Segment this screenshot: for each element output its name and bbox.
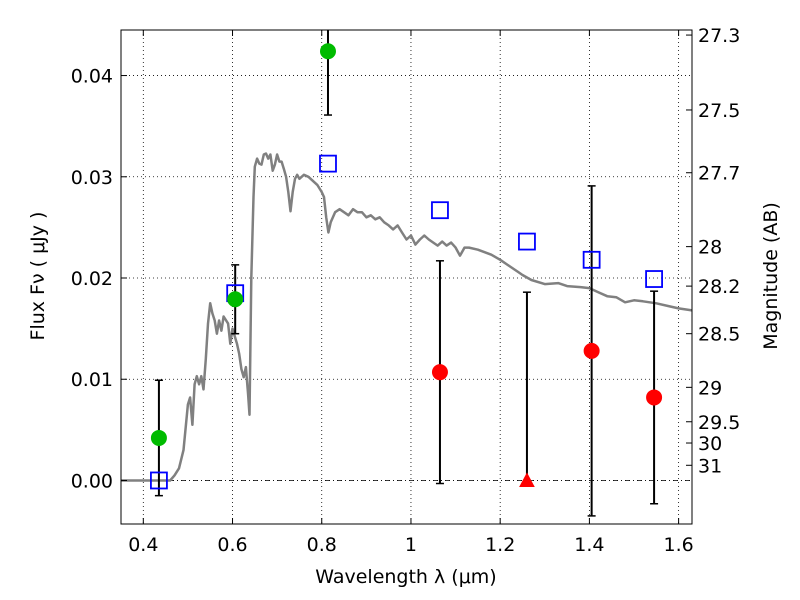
model-point — [645, 270, 663, 288]
right-tick-label: 29 — [698, 377, 722, 399]
model-sed-layer — [121, 152, 693, 482]
x-tick-label: 0.6 — [217, 534, 247, 556]
x-tick-label: 0.8 — [307, 534, 337, 556]
x-tick-label: 0.4 — [128, 534, 158, 556]
y-tick-label: 0.04 — [71, 66, 113, 88]
model-point — [582, 250, 601, 269]
model-sed-line — [121, 152, 693, 482]
model-point — [150, 471, 168, 490]
x-tick-label: 1 — [405, 534, 417, 556]
y-tick-label: 0.00 — [71, 470, 113, 492]
tick-labels: 0.4 0.6 0.8 1 1.2 1.4 1.6 0.00 0.01 0.02 0.03 0.04 2… — [71, 25, 741, 556]
y-axis-label: Flux Fν ( μJy ) — [27, 212, 49, 341]
right-tick-label: 29.5 — [698, 412, 740, 434]
x-tick-label: 1.6 — [664, 534, 694, 556]
right-tick-label: 28.5 — [698, 324, 740, 346]
flux-point — [431, 364, 448, 381]
upper-limit-point — [519, 472, 535, 487]
right-tick-label: 31 — [698, 455, 722, 477]
y-tick-label: 0.03 — [71, 167, 113, 189]
flux-point — [583, 342, 600, 359]
right-tick-label: 27.7 — [698, 163, 740, 185]
model-point — [518, 232, 536, 251]
right-axis-label: Magnitude (AB) — [760, 202, 782, 350]
x-axis-label: Wavelength λ (μm) — [315, 566, 496, 588]
model-point — [431, 201, 449, 220]
flux-point — [150, 429, 167, 446]
right-tick-label: 27.3 — [698, 25, 740, 47]
plot-frame — [120, 29, 693, 525]
data-marks-layer — [150, 30, 663, 517]
x-tick-label: 1.4 — [574, 534, 604, 556]
y-tick-label: 0.01 — [71, 369, 113, 391]
flux-point — [646, 389, 663, 406]
flux-point — [227, 291, 244, 308]
flux-point — [319, 43, 336, 60]
right-tick-label: 28 — [698, 237, 722, 259]
right-tick-label: 28.2 — [698, 276, 740, 298]
model-point — [319, 154, 337, 173]
x-tick-label: 1.2 — [485, 534, 515, 556]
tick-marks — [121, 30, 692, 524]
right-tick-label: 27.5 — [698, 100, 740, 122]
grid-lines — [121, 30, 692, 524]
y-tick-label: 0.02 — [71, 268, 113, 290]
right-tick-label: 30 — [698, 433, 722, 455]
